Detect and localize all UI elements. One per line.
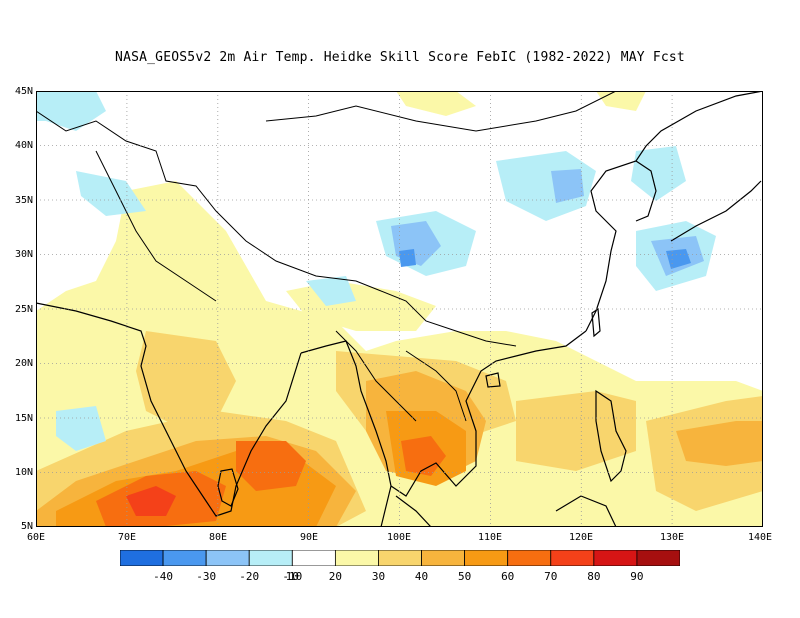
colorbar-label: 70	[544, 570, 558, 583]
colorbar-label: 10	[285, 570, 299, 583]
northwest-border	[36, 110, 382, 292]
colorbar-swatch	[248, 550, 293, 566]
lon-label-120e: 120E	[568, 532, 594, 543]
colorbar-swatch	[636, 550, 680, 566]
taiwan-coastline	[591, 307, 601, 338]
skill-score-map	[36, 91, 763, 527]
colorbar-label: -20	[239, 570, 260, 583]
colorbar-label: 20	[328, 570, 342, 583]
indochina-coastline	[390, 330, 587, 497]
lat-label-15n: 15N	[14, 413, 33, 424]
lon-label-80e: 80E	[208, 532, 228, 543]
lon-label-90e: 90E	[299, 532, 319, 543]
colorbar-label: 50	[457, 570, 472, 583]
lon-label-70e: 70E	[117, 532, 137, 543]
colorbar-swatch	[550, 550, 595, 566]
lat-label-5n: 5N	[20, 521, 33, 532]
grid-lines	[36, 91, 763, 527]
skill-score-field	[36, 91, 763, 527]
score-region-eastpac-orange	[676, 421, 763, 466]
map-frame	[36, 91, 763, 527]
mongolia-border	[265, 91, 617, 132]
score-region-gulf-red-orange	[401, 436, 446, 476]
colorbar	[120, 550, 680, 566]
colorbar-swatch	[205, 550, 250, 566]
lat-label-35n: 35N	[14, 195, 33, 206]
score-region-bay-red-orange	[236, 441, 306, 491]
score-region-nw-cool	[36, 91, 106, 131]
thailand-laos-border	[405, 350, 467, 422]
score-region-afghan-cool	[76, 171, 146, 216]
score-region-china-medium-cool	[551, 169, 584, 203]
colorbar-label: 40	[414, 570, 429, 583]
china-coastline	[585, 91, 763, 332]
lon-label-100e: 100E	[386, 532, 412, 543]
myanmar-thailand-border	[335, 330, 417, 422]
lon-label-130e: 130E	[659, 532, 685, 543]
colorbar-label: 80	[587, 570, 601, 583]
china-south-border	[380, 290, 517, 347]
colorbar-label: -30	[196, 570, 217, 583]
lon-label-140e: 140E	[747, 532, 773, 543]
lon-label-60e: 60E	[26, 532, 46, 543]
colorbar-swatch	[291, 550, 336, 566]
colorbar-label: 60	[501, 570, 515, 583]
lat-label-30n: 30N	[14, 249, 33, 260]
colorbar-swatch	[378, 550, 422, 566]
borders	[36, 91, 617, 422]
colorbar-swatch	[593, 550, 638, 566]
sri-lanka-coastline	[217, 468, 239, 507]
colorbar-label: 30	[371, 570, 386, 583]
colorbar-label: -40	[153, 570, 173, 583]
score-region-japan-strong-cool	[666, 249, 691, 269]
colorbar-swatch	[162, 550, 207, 566]
score-region-north-light	[396, 91, 476, 116]
coastlines	[36, 91, 763, 527]
score-region-tibet-strong-cool	[399, 249, 416, 267]
lat-label-10n: 10N	[14, 467, 33, 478]
colorbar-label: -10	[282, 570, 303, 583]
score-region-north2-light	[596, 91, 646, 111]
colorbar-swatch	[334, 550, 379, 566]
colorbar-swatch	[421, 550, 466, 566]
india-coastline	[36, 302, 302, 517]
korea-coastline	[635, 160, 657, 222]
score-region-arabian-cool	[56, 406, 106, 451]
western-border	[95, 150, 217, 302]
score-region-arabian-red	[126, 486, 176, 516]
chart-title: NASA_GEOS5v2 2m Air Temp. Heidke Skill S…	[115, 50, 685, 65]
lat-label-25n: 25N	[14, 304, 33, 315]
colorbar-swatch	[507, 550, 552, 566]
philippines-coastline	[595, 389, 627, 483]
score-region-assam-cool	[306, 276, 356, 306]
lat-label-45n: 45N	[14, 86, 33, 97]
hainan-coastline	[485, 372, 501, 388]
lat-label-20n: 20N	[14, 358, 33, 369]
colorbar-swatch	[464, 550, 509, 566]
colorbar-swatch	[120, 550, 164, 566]
score-region-india-medium	[136, 331, 236, 431]
bay-of-bengal-coastline	[300, 340, 392, 527]
japan-coastline	[670, 180, 762, 242]
borneo-coastline	[555, 495, 617, 527]
score-region-pacific-medium	[516, 391, 636, 471]
score-region-china-cool	[496, 151, 596, 221]
lon-label-110e: 110E	[477, 532, 503, 543]
colorbar-label: 90	[630, 570, 644, 583]
sumatra-coastline	[395, 495, 432, 527]
lat-label-40n: 40N	[14, 140, 33, 151]
